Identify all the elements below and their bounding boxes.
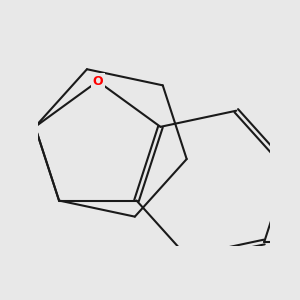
Text: O: O [92,75,103,88]
